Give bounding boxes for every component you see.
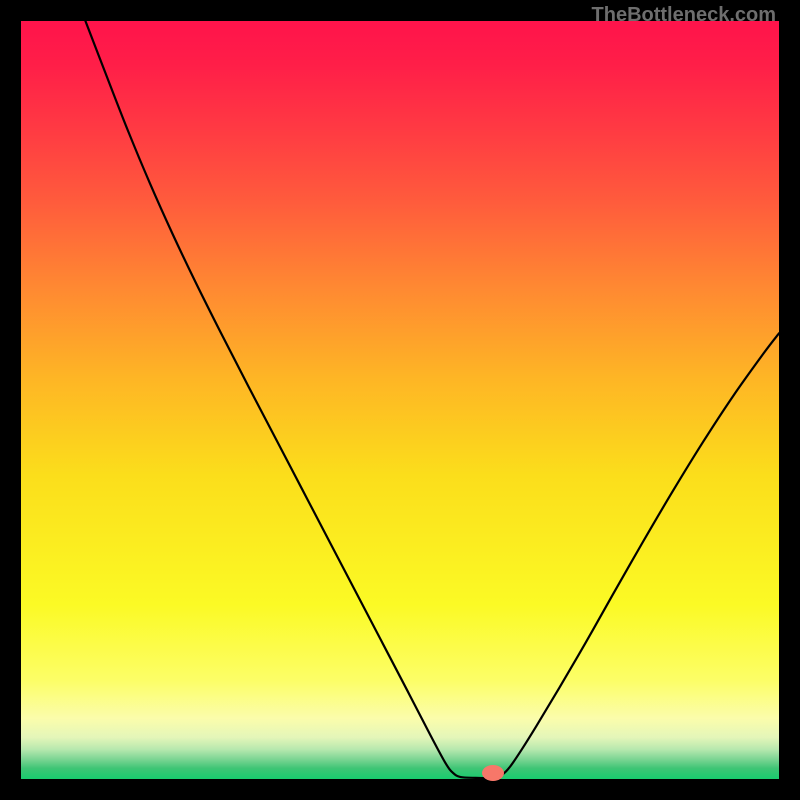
watermark-text: TheBottleneck.com bbox=[592, 4, 776, 27]
curve-path bbox=[85, 21, 779, 778]
plot-area bbox=[21, 21, 779, 779]
bottleneck-curve bbox=[21, 21, 779, 779]
chart-container: TheBottleneck.com bbox=[0, 0, 800, 800]
optimal-marker bbox=[482, 765, 504, 781]
